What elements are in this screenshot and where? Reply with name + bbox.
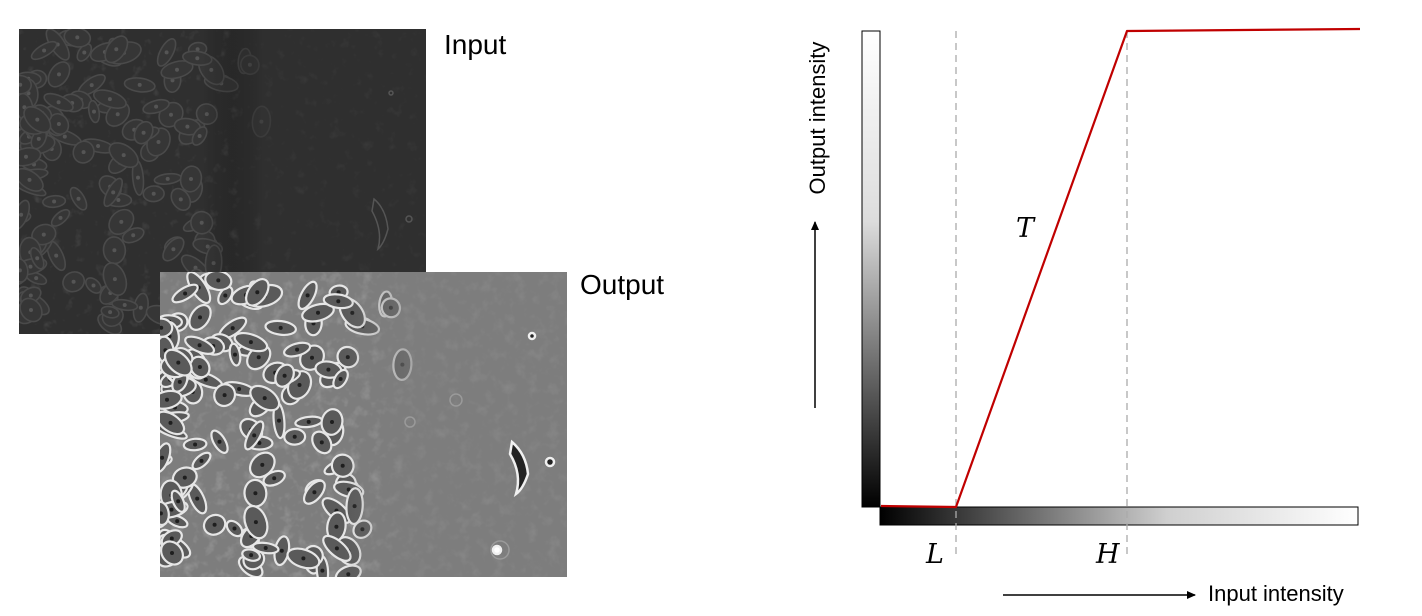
output-image-label: Output	[580, 269, 665, 300]
output-image	[160, 272, 567, 577]
input-intensity-gradient-bar	[879, 506, 1359, 526]
low-threshold-label: L	[926, 539, 944, 570]
input-image-label: Input	[444, 29, 507, 60]
output-intensity-gradient-bar	[861, 30, 881, 508]
y-axis-label: Output intensity	[805, 41, 830, 195]
high-threshold-label: H	[1096, 539, 1120, 570]
transfer-function-curve	[880, 27, 1361, 509]
transform-label: T	[1016, 213, 1035, 244]
x-axis-label: Input intensity	[1208, 581, 1344, 606]
